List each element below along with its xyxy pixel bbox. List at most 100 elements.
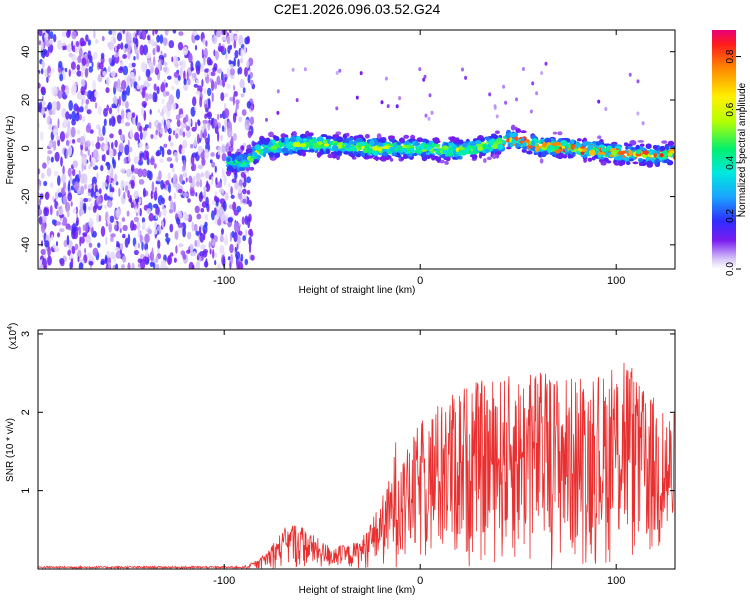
noise-cell xyxy=(138,30,141,38)
signal-cell xyxy=(636,149,641,155)
noise-cell xyxy=(169,223,174,233)
noise-cell xyxy=(95,142,101,150)
signal-cell xyxy=(393,143,398,149)
signal-cell xyxy=(399,137,405,143)
noise-cell xyxy=(210,80,215,91)
noise-cell xyxy=(163,53,167,58)
noise-cell xyxy=(210,232,215,239)
signal-cell xyxy=(400,156,405,161)
noise-cell xyxy=(156,45,161,53)
signal-cell xyxy=(446,152,454,157)
x-tick-label: 0 xyxy=(417,575,423,587)
noise-cell xyxy=(214,259,217,266)
signal-cell xyxy=(496,151,501,155)
outlier-cell xyxy=(504,100,508,105)
snr-panel: -100 0 100 1 2 3 (x104) Height of straight li… xyxy=(5,323,676,596)
noise-cell xyxy=(94,102,98,109)
signal-cell xyxy=(445,156,451,162)
outlier-cell xyxy=(464,75,468,80)
noise-cell xyxy=(185,130,192,138)
noise-cell xyxy=(108,175,112,184)
spectrogram-xlabel: Height of straight line (km) xyxy=(299,285,416,296)
signal-cell xyxy=(561,145,566,149)
noise-cell xyxy=(230,253,234,265)
noise-cell xyxy=(153,190,158,201)
noise-cell xyxy=(122,224,128,232)
noise-cell xyxy=(158,211,161,218)
signal-cell xyxy=(349,146,357,151)
noise-cell xyxy=(120,109,125,120)
signal-cell xyxy=(343,151,350,155)
noise-cell xyxy=(219,45,225,53)
noise-cell xyxy=(247,130,252,139)
noise-cell xyxy=(229,63,234,69)
noise-cell xyxy=(211,92,214,103)
noise-cell xyxy=(81,161,84,172)
signal-cell xyxy=(539,158,544,164)
noise-cell xyxy=(231,178,237,183)
signal-cell xyxy=(480,137,485,142)
noise-cell xyxy=(213,207,217,216)
noise-cell xyxy=(117,114,122,124)
noise-cell xyxy=(192,96,197,107)
noise-cell xyxy=(84,183,87,190)
signal-cell xyxy=(268,152,275,156)
signal-cell xyxy=(453,154,459,158)
noise-cell xyxy=(185,125,191,132)
noise-cell xyxy=(66,43,72,53)
noise-cell xyxy=(195,90,201,95)
signal-cell xyxy=(420,152,426,158)
noise-cell xyxy=(53,85,58,96)
noise-cell xyxy=(201,201,207,208)
noise-cell xyxy=(159,127,164,135)
noise-cell xyxy=(217,113,220,121)
noise-cell xyxy=(136,84,141,90)
signal-cell xyxy=(346,132,350,137)
noise-cell xyxy=(76,70,82,77)
signal-cell xyxy=(546,142,552,146)
noise-cell xyxy=(118,95,121,107)
colorbar-tick-label: 0.6 xyxy=(725,102,736,116)
noise-cell xyxy=(149,109,152,115)
signal-cell xyxy=(332,134,340,138)
signal-cell xyxy=(620,150,627,154)
colorbar-tick-label: 0.2 xyxy=(725,209,736,223)
noise-cell xyxy=(204,148,209,160)
noise-cell xyxy=(51,196,55,201)
noise-cell xyxy=(103,107,108,117)
noise-cell xyxy=(214,195,218,202)
noise-cell xyxy=(196,259,201,269)
noise-cell xyxy=(185,177,188,183)
signal-cell xyxy=(270,145,278,150)
noise-cell xyxy=(191,72,195,78)
noise-cell xyxy=(179,113,186,118)
signal-cell xyxy=(353,151,358,157)
noise-cell xyxy=(192,175,196,184)
noise-cell xyxy=(106,104,109,111)
outlier-cell xyxy=(418,67,422,72)
noise-cell xyxy=(56,232,61,238)
noise-cell xyxy=(117,78,121,89)
noise-cell xyxy=(169,208,174,214)
noise-cell xyxy=(228,59,232,65)
signal-cell xyxy=(426,145,433,150)
signal-cell xyxy=(431,154,436,161)
noise-cell xyxy=(188,52,193,64)
signal-cell xyxy=(630,147,636,151)
signal-cell xyxy=(554,142,561,146)
noise-cell xyxy=(152,91,157,103)
signal-cell xyxy=(310,149,315,153)
noise-cell xyxy=(102,125,106,136)
noise-cell xyxy=(154,67,160,76)
signal-cell xyxy=(376,133,382,139)
noise-cell xyxy=(82,173,88,184)
noise-cell xyxy=(38,216,43,225)
signal-cell xyxy=(464,147,469,153)
signal-cell xyxy=(616,155,623,161)
noise-cell xyxy=(110,251,115,260)
outlier-cell xyxy=(295,98,299,103)
noise-cell xyxy=(163,143,168,148)
signal-cell xyxy=(384,156,391,160)
signal-cell xyxy=(411,138,416,142)
noise-cell xyxy=(131,62,136,68)
